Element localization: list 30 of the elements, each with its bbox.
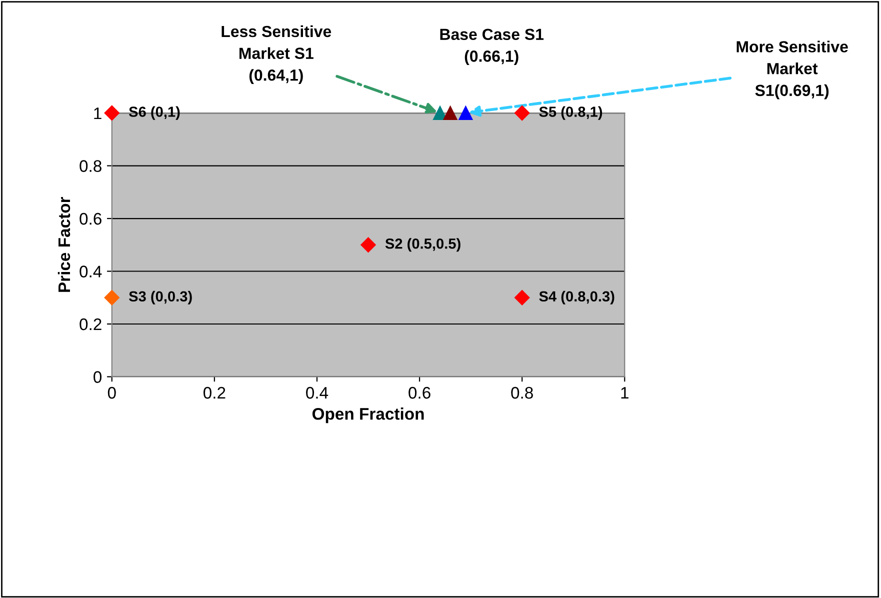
annotation: Less Sensitive Market S1 (0.64,1) [222, 25, 332, 84]
point [514, 105, 530, 121]
point [514, 290, 530, 306]
y-tick-label: 0 [94, 371, 102, 383]
series-label: S3 (0,0.3) [128, 290, 192, 304]
y-tick-label: 0.8 [80, 160, 102, 172]
point [443, 106, 458, 120]
y-tick-label: 0.6 [80, 212, 102, 225]
point [104, 290, 120, 306]
x-tick-label: 0.4 [306, 386, 328, 399]
point [458, 106, 473, 120]
x-tick-label: 0 [108, 386, 116, 399]
y-tick-label: 0.2 [80, 318, 102, 330]
x-tick-label: 0.2 [204, 386, 226, 399]
x-tick-label: 0.6 [408, 386, 430, 399]
x-tick-label: 0.8 [511, 386, 533, 399]
series-label: S4 (0.8,0.3) [539, 290, 614, 304]
annotation: More Sensitive Market S1(0.69,1) [736, 40, 848, 100]
y-tick-label: 0.4 [80, 266, 102, 278]
point [360, 237, 376, 252]
series-label: S2 (0.5,0.5) [385, 238, 460, 252]
series-label: S5 (0.8,1) [539, 106, 602, 120]
text: Base Case S1 (0.66,1) [440, 28, 544, 66]
y-axis-title: Price Factor [58, 196, 70, 292]
series-label: S6 (0,1) [128, 106, 180, 120]
point [104, 105, 120, 121]
y-tick-label: 1 [94, 108, 102, 120]
x-tick-label: 1 [621, 387, 628, 399]
x-axis-title: Open Fraction [312, 408, 424, 424]
point [433, 106, 447, 120]
